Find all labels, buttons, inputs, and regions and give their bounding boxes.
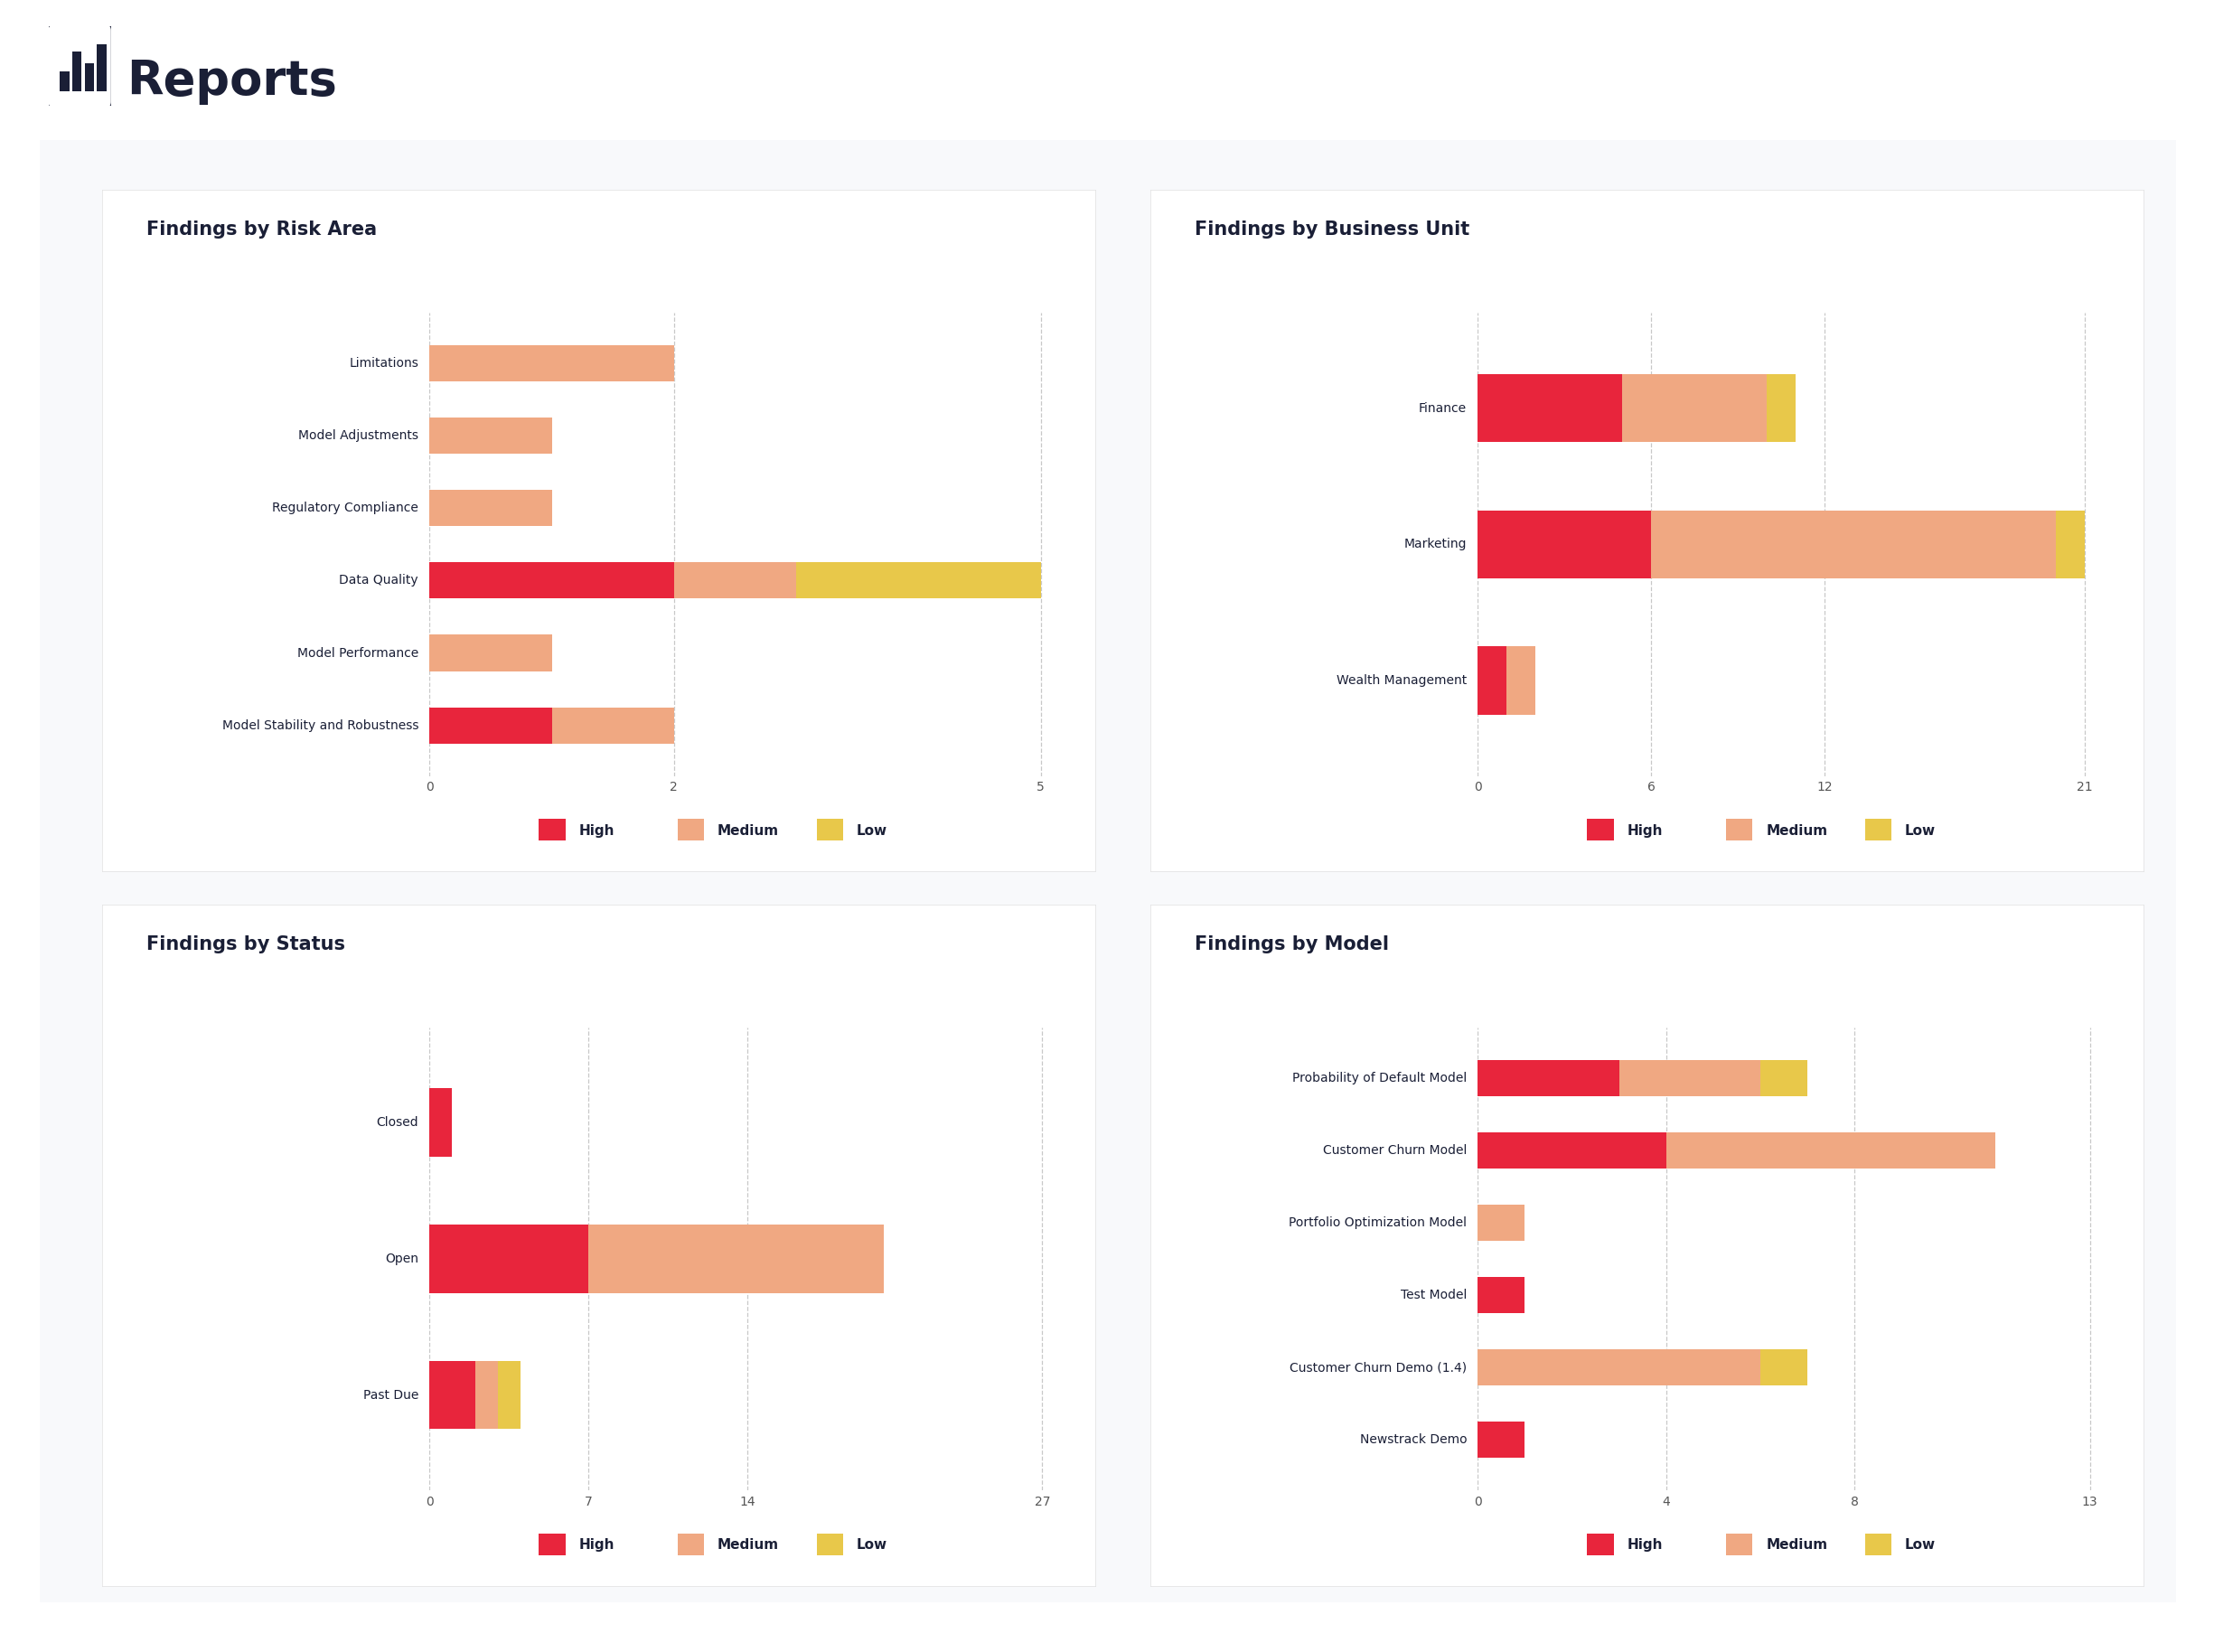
Text: Data Quality: Data Quality xyxy=(339,575,418,586)
Bar xyxy=(1652,510,2055,578)
Bar xyxy=(1508,646,1537,715)
Bar xyxy=(73,51,82,91)
Text: Newstrack Demo: Newstrack Demo xyxy=(1359,1434,1468,1446)
Text: Past Due: Past Due xyxy=(363,1389,418,1401)
Text: Findings by Status: Findings by Status xyxy=(146,935,345,953)
Text: Customer Churn Demo (1.4): Customer Churn Demo (1.4) xyxy=(1289,1361,1468,1374)
Bar xyxy=(60,71,69,91)
Text: Closed: Closed xyxy=(376,1117,418,1128)
Bar xyxy=(1479,1422,1525,1459)
Bar xyxy=(2055,510,2083,578)
Text: Low: Low xyxy=(1904,824,1935,838)
Text: Low: Low xyxy=(857,824,888,838)
Text: High: High xyxy=(1627,824,1663,838)
Text: Portfolio Optimization Model: Portfolio Optimization Model xyxy=(1289,1216,1468,1229)
Text: High: High xyxy=(578,824,613,838)
Bar xyxy=(430,707,551,743)
Bar xyxy=(1760,1059,1807,1095)
Bar xyxy=(1760,1350,1807,1386)
Text: Regulatory Compliance: Regulatory Compliance xyxy=(272,502,418,514)
Text: Finance: Finance xyxy=(1419,401,1468,415)
Bar xyxy=(476,1361,498,1429)
Bar xyxy=(589,1224,883,1294)
Text: Model Stability and Robustness: Model Stability and Robustness xyxy=(221,719,418,732)
Text: Model Adjustments: Model Adjustments xyxy=(299,430,418,443)
Text: Medium: Medium xyxy=(717,824,779,838)
Bar xyxy=(673,562,797,598)
Bar xyxy=(1479,373,1623,443)
Bar xyxy=(498,1361,520,1429)
Text: Low: Low xyxy=(1904,1538,1935,1551)
Text: Medium: Medium xyxy=(1767,1538,1827,1551)
Text: Low: Low xyxy=(857,1538,888,1551)
Bar xyxy=(797,562,1041,598)
Text: High: High xyxy=(1627,1538,1663,1551)
Text: Marketing: Marketing xyxy=(1404,539,1468,550)
Text: Medium: Medium xyxy=(717,1538,779,1551)
Bar xyxy=(1479,646,1508,715)
Text: Findings by Business Unit: Findings by Business Unit xyxy=(1196,221,1470,240)
Bar xyxy=(430,1089,452,1156)
Bar xyxy=(97,45,106,91)
Bar xyxy=(1479,1204,1525,1241)
Text: Reports: Reports xyxy=(126,58,337,104)
Bar xyxy=(430,1224,589,1294)
Bar xyxy=(430,1361,476,1429)
Bar xyxy=(430,345,673,382)
Bar xyxy=(430,418,551,454)
Bar xyxy=(1667,1132,1995,1168)
Bar xyxy=(1479,1277,1525,1313)
Bar xyxy=(84,64,93,91)
Text: Findings by Model: Findings by Model xyxy=(1196,935,1388,953)
Bar xyxy=(1479,1132,1667,1168)
Text: Limitations: Limitations xyxy=(350,357,418,370)
Bar xyxy=(1479,510,1652,578)
Text: Customer Churn Model: Customer Churn Model xyxy=(1322,1143,1468,1156)
Text: Probability of Default Model: Probability of Default Model xyxy=(1293,1072,1468,1084)
Text: Medium: Medium xyxy=(1767,824,1827,838)
Text: Model Performance: Model Performance xyxy=(297,646,418,659)
Bar xyxy=(1479,1059,1618,1095)
Bar xyxy=(551,707,673,743)
Text: Open: Open xyxy=(385,1252,418,1265)
Text: Test Model: Test Model xyxy=(1401,1289,1468,1302)
Text: Findings by Risk Area: Findings by Risk Area xyxy=(146,221,376,240)
Bar xyxy=(1767,373,1796,443)
Bar xyxy=(430,562,673,598)
Bar xyxy=(430,634,551,671)
Bar xyxy=(1623,373,1767,443)
Bar xyxy=(1618,1059,1760,1095)
Bar xyxy=(430,491,551,527)
Bar xyxy=(1479,1350,1760,1386)
Text: High: High xyxy=(578,1538,613,1551)
Text: Wealth Management: Wealth Management xyxy=(1337,674,1468,687)
